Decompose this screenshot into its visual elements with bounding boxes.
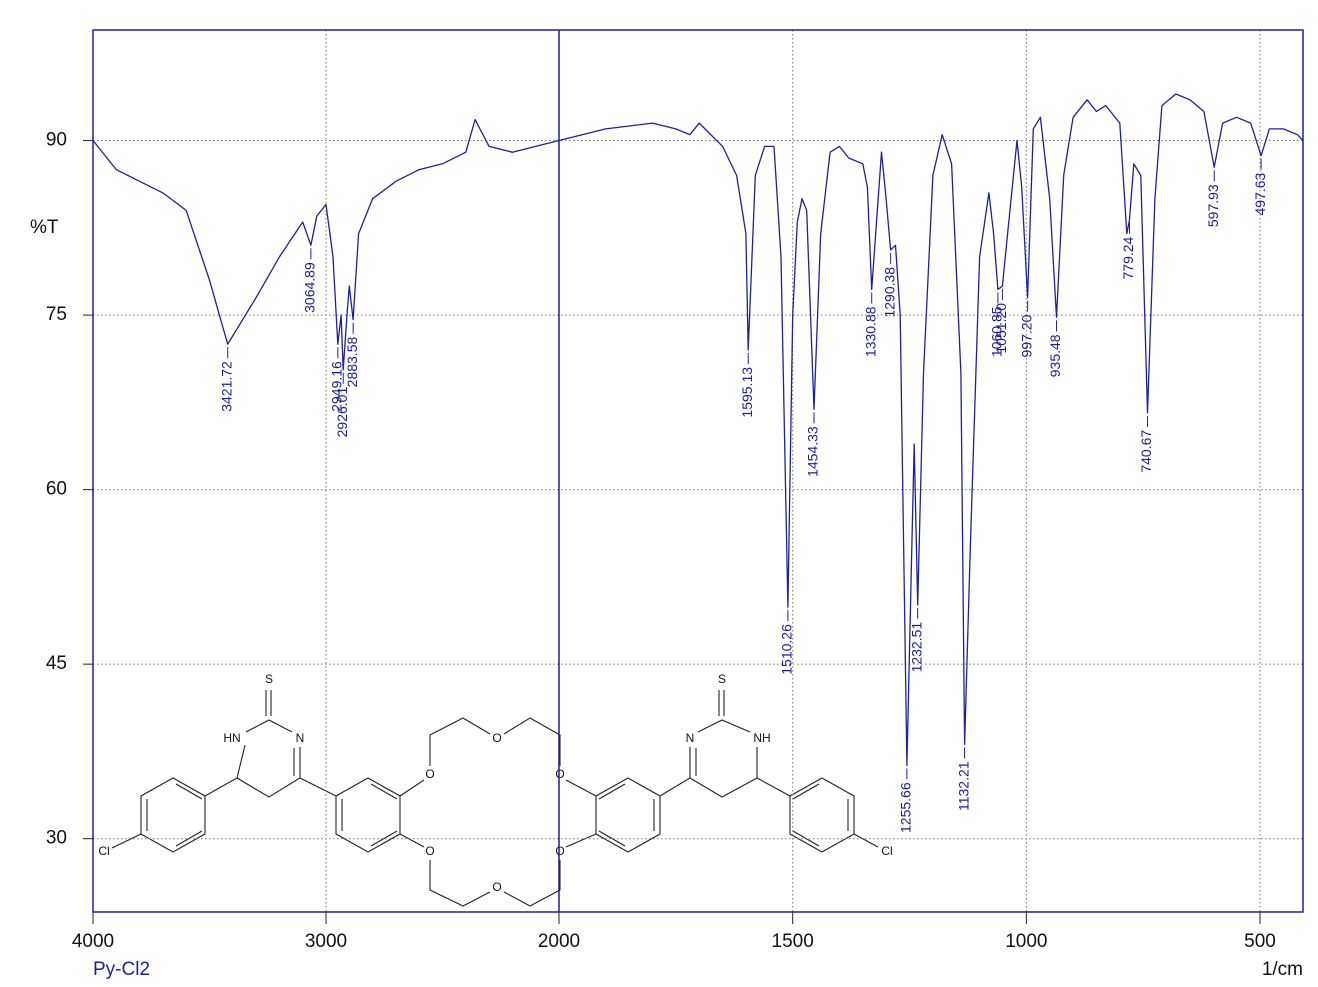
- bond: [659, 747, 691, 797]
- peak-label: 3421.72: [218, 361, 234, 412]
- bond: [503, 717, 561, 766]
- bond: [175, 783, 203, 800]
- bond: [204, 744, 246, 797]
- bond: [335, 777, 401, 853]
- bond: [370, 830, 398, 847]
- peak-label: 1060.85: [989, 306, 1005, 357]
- peak-label: 1232.51: [908, 622, 924, 673]
- y-tick-label: 75: [46, 304, 67, 325]
- bond: [792, 783, 820, 800]
- bond: [399, 833, 425, 848]
- atom-label: Cl: [881, 844, 892, 858]
- atom-label: N: [296, 731, 305, 745]
- y-tick-label: 90: [46, 130, 67, 151]
- peak-label: 1290.38: [881, 267, 897, 318]
- atom-label: O: [555, 767, 564, 781]
- peak-label: 997.20: [1018, 314, 1034, 357]
- peak-label: 1510.26: [779, 624, 795, 675]
- atom-label: O: [492, 880, 501, 894]
- bond: [245, 719, 293, 733]
- spectrum-line: [92, 93, 1304, 767]
- bond: [697, 719, 751, 733]
- atom-label: Cl: [98, 844, 109, 858]
- sample-name: Py-Cl2: [93, 959, 150, 980]
- y-tick-label: 30: [46, 828, 67, 849]
- bond: [503, 860, 561, 907]
- peak-label: 1255.66: [898, 782, 914, 833]
- x-tick-label: 1500: [772, 931, 814, 952]
- bond: [565, 779, 597, 797]
- y-tick-label: 60: [46, 479, 67, 500]
- plot-frame: [92, 29, 1304, 913]
- bond: [853, 833, 879, 848]
- x-tick-label: 4000: [72, 931, 114, 952]
- atom-label: HN: [223, 731, 240, 745]
- peak-label: 2926.01: [334, 387, 350, 438]
- peak-label: 1051.20: [993, 303, 1009, 354]
- atom-label: S: [718, 672, 726, 686]
- atom-label: S: [265, 672, 273, 686]
- atom-label: O: [425, 767, 434, 781]
- peak-label: 1132.21: [955, 761, 971, 811]
- structure: S HN N Cl O O O O O O S N NH Cl: [98, 672, 893, 907]
- x-tick-label: 3000: [305, 931, 347, 952]
- peak-label: 2883.58: [344, 337, 360, 388]
- atom-label: O: [492, 731, 501, 745]
- x-tick-label: 2000: [538, 931, 580, 952]
- peak-label: 597.93: [1205, 184, 1221, 227]
- atom-label: O: [425, 844, 434, 858]
- bond: [111, 833, 142, 849]
- bond: [598, 783, 626, 800]
- peak-label: 1454.33: [805, 426, 821, 477]
- bond: [789, 777, 855, 853]
- peak-label: 497.63: [1252, 172, 1268, 215]
- atom-label: O: [555, 844, 564, 858]
- bond: [598, 830, 626, 847]
- peak-label: 1330.88: [862, 306, 878, 357]
- bond: [140, 777, 206, 853]
- peak-label: 779.24: [1120, 236, 1136, 279]
- atom-label: N: [686, 731, 695, 745]
- bond: [299, 777, 337, 797]
- peak-label: 2949.16: [329, 361, 345, 412]
- peak-label: 935.48: [1047, 334, 1063, 377]
- bond: [595, 777, 661, 853]
- bond: [429, 860, 491, 907]
- bond: [756, 777, 791, 797]
- bond: [565, 833, 597, 848]
- y-tick-label: 45: [46, 653, 67, 674]
- bond: [236, 747, 301, 798]
- x-axis-label: 1/cm: [1262, 959, 1303, 980]
- x-tick-label: 1000: [1005, 931, 1047, 952]
- bond: [429, 717, 491, 766]
- peak-label: 1595.13: [739, 367, 755, 418]
- bond: [370, 783, 398, 800]
- x-tick-label: 500: [1244, 931, 1276, 952]
- bond: [399, 779, 425, 797]
- atom-label: NH: [753, 731, 770, 745]
- bond: [689, 747, 758, 798]
- peak-label: 3064.89: [302, 262, 318, 313]
- peak-label: 740.67: [1138, 430, 1154, 473]
- y-axis-label: %T: [30, 217, 59, 238]
